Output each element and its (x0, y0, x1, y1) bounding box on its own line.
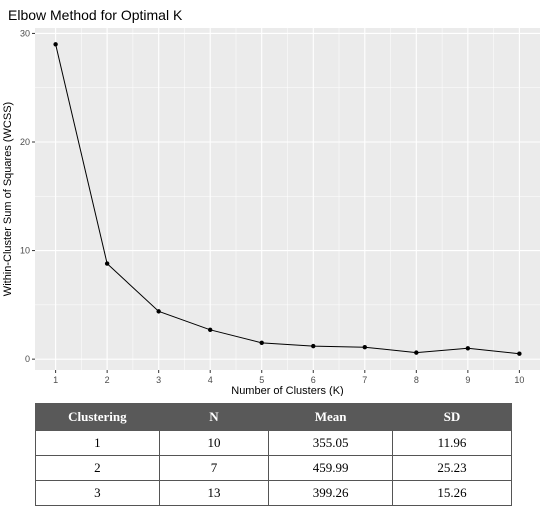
x-tick-label: 9 (465, 375, 470, 385)
y-tick-label: 10 (20, 246, 30, 256)
cell-sd: 11.96 (391, 430, 513, 456)
cell-n: 10 (158, 430, 270, 456)
x-tick-label: 2 (105, 375, 110, 385)
data-point (362, 345, 367, 350)
header-clustering: Clustering (35, 403, 160, 431)
data-point (414, 350, 419, 355)
cell-mean: 399.26 (268, 480, 393, 506)
x-tick-label: 6 (311, 375, 316, 385)
header-mean: Mean (268, 403, 393, 431)
cell-clustering: 2 (35, 455, 160, 481)
x-tick-label: 3 (156, 375, 161, 385)
data-point (53, 42, 58, 47)
cell-sd: 15.26 (391, 480, 513, 506)
cell-n: 13 (158, 480, 270, 506)
x-tick-label: 5 (259, 375, 264, 385)
x-tick-label: 10 (514, 375, 524, 385)
y-tick-label: 0 (25, 354, 30, 364)
data-point (465, 346, 471, 351)
x-tick-label: 7 (362, 375, 367, 385)
minor-grid (35, 28, 540, 370)
header-n: N (158, 403, 270, 431)
y-tick-label: 30 (20, 28, 30, 38)
data-point (259, 340, 264, 346)
cell-clustering: 3 (35, 480, 160, 506)
cell-n: 7 (158, 455, 270, 481)
data-point (104, 261, 110, 266)
wcss-points (53, 42, 522, 356)
cell-sd: 25.23 (391, 455, 513, 481)
x-axis: 1 2 3 4 5 6 7 8 9 10 (53, 370, 524, 385)
table-header-row: Clustering N Mean SD (35, 403, 513, 431)
x-tick-label: 1 (53, 375, 58, 385)
chart-title: Elbow Method for Optimal K (8, 7, 183, 23)
cell-mean: 355.05 (268, 430, 393, 456)
cell-clustering: 1 (35, 430, 160, 456)
data-point (311, 343, 316, 349)
header-sd: SD (391, 403, 513, 431)
cluster-stats-table: Clustering N Mean SD 1 10 355.05 11.96 2… (35, 403, 513, 506)
data-point (517, 351, 522, 356)
x-axis-title: Number of Clusters (K) (231, 385, 343, 396)
table-row: 1 10 355.05 11.96 (35, 430, 513, 456)
data-point (208, 327, 213, 333)
x-tick-label: 4 (208, 375, 213, 385)
y-tick-label: 20 (20, 137, 30, 147)
cell-mean: 459.99 (268, 455, 393, 481)
y-axis: 0 10 20 30 (20, 28, 35, 364)
x-tick-label: 8 (414, 375, 419, 385)
table-row: 3 13 399.26 15.26 (35, 480, 513, 506)
elbow-chart: Elbow Method for Optimal K 1 2 3 4 5 6 7 8 9 10 0… (2, 7, 540, 396)
data-point (156, 309, 161, 314)
table-row: 2 7 459.99 25.23 (35, 455, 513, 481)
y-axis-title: Within-Cluster Sum of Squares (WCSS) (2, 102, 14, 296)
wcss-line (55, 44, 520, 355)
